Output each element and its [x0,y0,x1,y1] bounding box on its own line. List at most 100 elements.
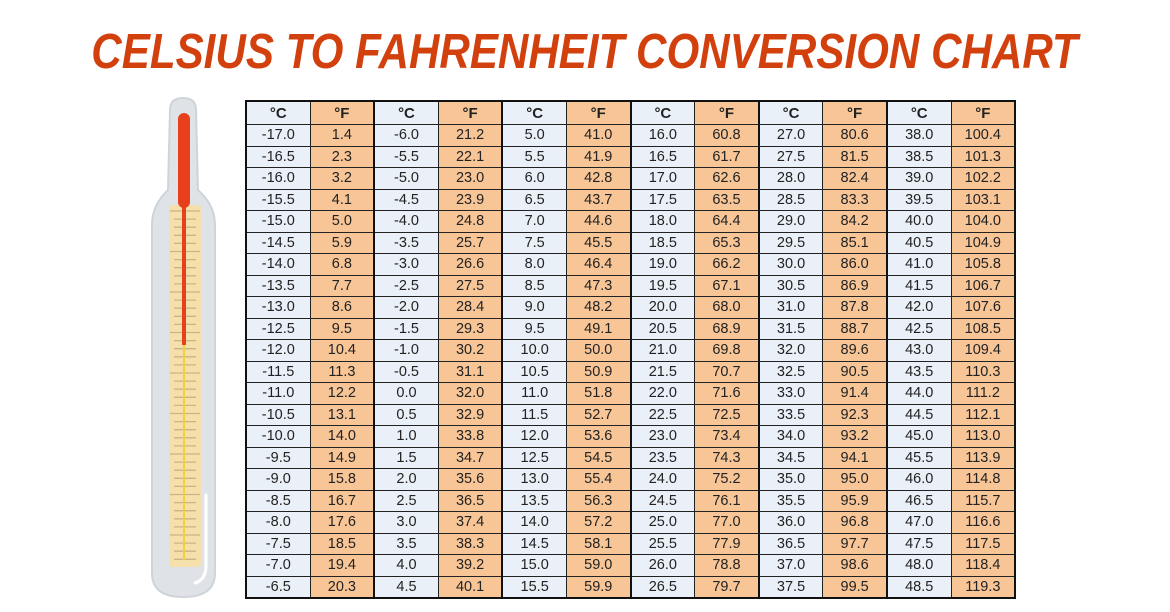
fahrenheit-cell: 64.4 [694,210,760,233]
fahrenheit-cell: 2.3 [309,145,376,168]
celsius-cell: 37.0 [758,554,824,577]
celsius-cell: 36.0 [758,511,824,534]
celsius-cell: 27.0 [758,124,824,147]
fahrenheit-cell: 118.4 [950,554,1017,577]
celsius-cell: 46.5 [886,489,952,512]
celsius-cell: 16.0 [630,124,696,147]
celsius-cell: -16.0 [245,167,311,190]
fahrenheit-cell: 88.7 [822,317,888,340]
fahrenheit-cell: 95.0 [822,468,888,491]
header-celsius: °C [630,100,696,125]
celsius-cell: 42.5 [886,317,952,340]
fahrenheit-cell: 38.3 [437,532,504,555]
celsius-cell: 36.5 [758,532,824,555]
table-row: -9.0 15.8 2.0 35.6 13.0 55.4 24.0 75.2 35.0 95.0 4… [245,468,1017,491]
celsius-cell: -2.0 [373,296,439,319]
celsius-cell: 43.0 [886,339,952,362]
fahrenheit-cell: 8.6 [309,296,376,319]
table-row: -6.5 20.3 4.5 40.1 15.5 59.9 26.5 79.7 37.5 99.5 4… [245,575,1017,599]
fahrenheit-cell: 73.4 [694,425,760,448]
celsius-cell: 40.0 [886,210,952,233]
fahrenheit-cell: 67.1 [694,274,760,297]
celsius-cell: -3.5 [373,231,439,254]
fahrenheit-cell: 43.7 [565,188,632,211]
celsius-cell: 33.5 [758,403,824,426]
celsius-cell: 25.5 [630,532,696,555]
celsius-cell: 45.5 [886,446,952,469]
fahrenheit-cell: 6.8 [309,253,376,276]
celsius-cell: 21.0 [630,339,696,362]
fahrenheit-cell: 110.3 [950,360,1017,383]
fahrenheit-cell: 13.1 [309,403,376,426]
celsius-cell: 22.0 [630,382,696,405]
table-row: -14.0 6.8 -3.0 26.6 8.0 46.4 19.0 66.2 30.0 86.0 4… [245,253,1017,276]
fahrenheit-cell: 113.0 [950,425,1017,448]
celsius-cell: 39.0 [886,167,952,190]
fahrenheit-cell: 45.5 [565,231,632,254]
celsius-cell: 4.0 [373,554,439,577]
celsius-cell: 24.5 [630,489,696,512]
celsius-cell: -6.5 [245,575,311,599]
table-row: -11.0 12.2 0.0 32.0 11.0 51.8 22.0 71.6 33.0 91.4… [245,382,1017,405]
celsius-cell: 5.5 [501,145,567,168]
fahrenheit-cell: 108.5 [950,317,1017,340]
table-row: -15.0 5.0 -4.0 24.8 7.0 44.6 18.0 64.4 29.0 84.2 4… [245,210,1017,233]
celsius-cell: 10.0 [501,339,567,362]
header-celsius: °C [373,100,439,125]
fahrenheit-cell: 18.5 [309,532,376,555]
fahrenheit-cell: 102.2 [950,167,1017,190]
fahrenheit-cell: 36.5 [437,489,504,512]
table-row: -16.0 3.2 -5.0 23.0 6.0 42.8 17.0 62.6 28.0 82.4 3… [245,167,1017,190]
celsius-cell: 7.5 [501,231,567,254]
fahrenheit-cell: 112.1 [950,403,1017,426]
celsius-cell: 42.0 [886,296,952,319]
celsius-cell: 0.5 [373,403,439,426]
celsius-cell: 44.0 [886,382,952,405]
fahrenheit-cell: 105.8 [950,253,1017,276]
fahrenheit-cell: 5.9 [309,231,376,254]
fahrenheit-cell: 49.1 [565,317,632,340]
celsius-cell: 26.0 [630,554,696,577]
celsius-cell: 13.5 [501,489,567,512]
table-row: -17.0 1.4 -6.0 21.2 5.0 41.0 16.0 60.8 27.0 80.6 3… [245,124,1017,147]
thermometer-mercury-column [182,195,186,345]
fahrenheit-cell: 57.2 [565,511,632,534]
celsius-cell: -3.0 [373,253,439,276]
fahrenheit-cell: 98.6 [822,554,888,577]
fahrenheit-cell: 77.9 [694,532,760,555]
fahrenheit-cell: 42.8 [565,167,632,190]
fahrenheit-cell: 15.8 [309,468,376,491]
celsius-cell: 6.5 [501,188,567,211]
celsius-cell: 30.0 [758,253,824,276]
table-row: -13.5 7.7 -2.5 27.5 8.5 47.3 19.5 67.1 30.5 86.9 4… [245,274,1017,297]
celsius-cell: 27.5 [758,145,824,168]
fahrenheit-cell: 34.7 [437,446,504,469]
celsius-cell: 6.0 [501,167,567,190]
fahrenheit-cell: 111.2 [950,382,1017,405]
fahrenheit-cell: 92.3 [822,403,888,426]
fahrenheit-cell: 23.9 [437,188,504,211]
fahrenheit-cell: 89.6 [822,339,888,362]
celsius-cell: 14.5 [501,532,567,555]
celsius-cell: 34.5 [758,446,824,469]
celsius-cell: -15.5 [245,188,311,211]
conversion-table: °C °F °C °F °C °F °C °F °C °F °C °F -17.0 1.4 -6.0 21.… [245,100,1017,599]
table-row: -7.0 19.4 4.0 39.2 15.0 59.0 26.0 78.8 37.0 98.6 4… [245,554,1017,577]
fahrenheit-cell: 95.9 [822,489,888,512]
fahrenheit-cell: 97.7 [822,532,888,555]
header-celsius: °C [245,100,311,125]
celsius-cell: 1.0 [373,425,439,448]
fahrenheit-cell: 77.0 [694,511,760,534]
celsius-cell: 2.0 [373,468,439,491]
fahrenheit-cell: 119.3 [950,575,1017,599]
header-fahrenheit: °F [309,100,376,125]
fahrenheit-cell: 44.6 [565,210,632,233]
table-row: -8.5 16.7 2.5 36.5 13.5 56.3 24.5 76.1 35.5 95.9 4… [245,489,1017,512]
celsius-cell: 15.5 [501,575,567,599]
celsius-cell: 37.5 [758,575,824,599]
fahrenheit-cell: 107.6 [950,296,1017,319]
celsius-cell: 28.0 [758,167,824,190]
celsius-cell: -6.0 [373,124,439,147]
header-fahrenheit: °F [694,100,760,125]
celsius-cell: 32.5 [758,360,824,383]
